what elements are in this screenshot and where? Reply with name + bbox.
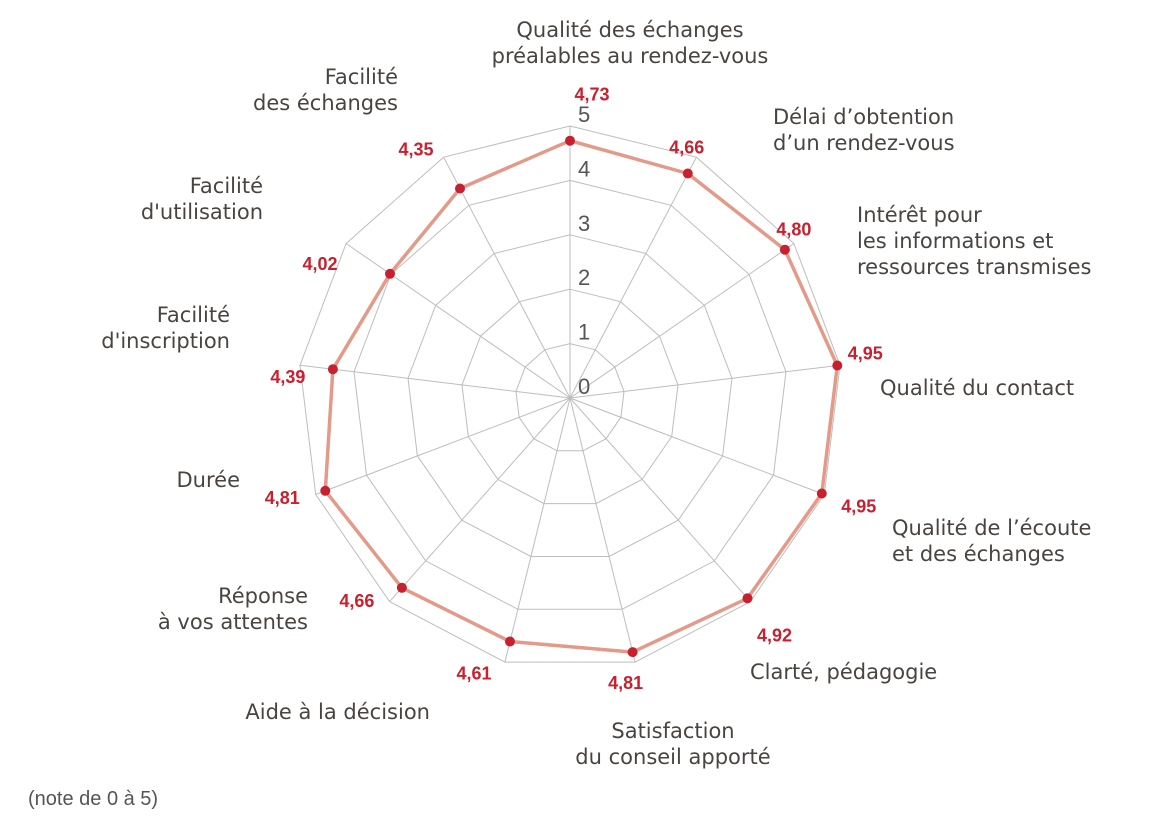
value-label-4: 4,95 xyxy=(848,344,883,364)
value-label-13: 4,35 xyxy=(398,140,433,160)
axis-label-line: Intérêt pour xyxy=(857,203,982,227)
axis-label-line: des échanges xyxy=(253,91,398,115)
grid-ring-3 xyxy=(407,234,733,557)
series-line xyxy=(323,138,840,654)
spoke-7 xyxy=(569,397,636,663)
axis-label-line: Délai d’obtention xyxy=(773,105,954,129)
value-labels: 4,73 4,66 4,80 4,95 4,95 4,92 4,81 4,61 4,66 4,81… xyxy=(265,85,883,693)
axis-label-line: et des échanges xyxy=(892,542,1065,566)
axis-label-line: préalables au rendez-vous xyxy=(492,44,769,68)
radar-series xyxy=(320,135,843,658)
value-label-7: 4,81 xyxy=(608,673,643,693)
value-label-5: 4,95 xyxy=(841,497,876,517)
axis-label-line: du conseil apporté xyxy=(575,745,770,769)
axis-label-line: Satisfaction xyxy=(611,719,734,743)
axis-label-2: Délai d’obtention d’un rendez-vous xyxy=(773,105,955,155)
data-point-5 xyxy=(816,488,827,499)
axis-label-line: Qualité des échanges xyxy=(516,18,743,42)
value-label-9: 4,66 xyxy=(339,591,374,611)
axis-label-12: Facilité d'utilisation xyxy=(141,174,263,224)
axis-label-line: Clarté, pédagogie xyxy=(750,660,937,684)
data-point-1 xyxy=(565,135,575,146)
spoke-11 xyxy=(299,364,571,399)
axis-label-5: Qualité de l’écoute et des échanges xyxy=(892,516,1091,566)
axis-label-line: d'inscription xyxy=(101,329,230,353)
value-label-1: 4,73 xyxy=(574,85,609,105)
axis-label-line: ressources transmises xyxy=(857,255,1091,279)
axis-label-1: Qualité des échanges préalables au rendez… xyxy=(492,18,769,68)
tick-label-5: 5 xyxy=(578,102,590,127)
value-label-6: 4,92 xyxy=(757,625,792,645)
axis-label-10: Durée xyxy=(177,468,241,492)
axis-label-line: Facilité xyxy=(325,65,398,89)
axis-label-9: Réponse à vos attentes xyxy=(158,584,308,634)
tick-label-0: 0 xyxy=(578,374,590,399)
radar-grid xyxy=(299,125,841,663)
data-point-10 xyxy=(320,485,331,496)
axis-label-line: Durée xyxy=(177,468,241,492)
axis-label-line: Qualité du contact xyxy=(880,376,1074,400)
spoke-8 xyxy=(504,397,571,663)
axis-label-11: Facilité d'inscription xyxy=(101,303,230,353)
data-point-7 xyxy=(627,647,638,658)
axis-label-4: Qualité du contact xyxy=(880,376,1074,400)
grid-ring-5 xyxy=(299,125,841,663)
data-point-2 xyxy=(682,168,693,179)
data-point-6 xyxy=(742,593,753,604)
spoke-9 xyxy=(389,397,571,602)
axis-label-line: Aide à la décision xyxy=(245,700,430,724)
spoke-6 xyxy=(569,397,751,602)
axis-labels: Qualité des échanges préalables au rendez… xyxy=(101,18,1091,769)
axis-label-3: Intérêt pour les informations et ressource… xyxy=(857,203,1091,279)
scale-note: (note de 0 à 5) xyxy=(28,788,159,810)
spoke-13 xyxy=(443,156,571,399)
tick-label-2: 2 xyxy=(578,265,590,290)
radial-tick-labels: 0 1 2 3 4 5 xyxy=(578,102,590,399)
axis-label-7: Satisfaction du conseil apporté xyxy=(575,719,770,769)
axis-label-line: les informations et xyxy=(857,229,1053,253)
axis-label-line: Facilité xyxy=(157,303,230,327)
value-label-8: 4,61 xyxy=(456,664,491,684)
spoke-12 xyxy=(345,243,571,399)
spoke-4 xyxy=(569,364,841,399)
data-point-4 xyxy=(832,360,843,371)
grid-ring-4 xyxy=(353,179,787,610)
spoke-10 xyxy=(315,397,571,495)
axis-label-line: d’un rendez-vous xyxy=(773,131,955,155)
axis-label-line: d'utilisation xyxy=(141,200,263,224)
grid-ring-2 xyxy=(461,288,679,505)
data-point-9 xyxy=(396,582,407,593)
axis-label-13: Facilité des échanges xyxy=(253,65,398,115)
value-label-2: 4,66 xyxy=(669,138,704,158)
axis-label-6: Clarté, pédagogie xyxy=(750,660,937,684)
spoke-2 xyxy=(569,156,697,399)
data-point-12 xyxy=(385,268,395,279)
data-point-8 xyxy=(505,636,515,647)
value-label-10: 4,81 xyxy=(265,488,300,508)
spoke-5 xyxy=(569,397,825,495)
tick-label-4: 4 xyxy=(578,156,590,181)
axis-label-line: Réponse xyxy=(218,584,308,608)
tick-label-1: 1 xyxy=(578,320,590,345)
data-point-3 xyxy=(779,244,790,255)
value-label-3: 4,80 xyxy=(776,220,811,240)
axis-label-8: Aide à la décision xyxy=(245,700,430,724)
axis-label-line: Facilité xyxy=(190,174,263,198)
axis-label-line: Qualité de l’écoute xyxy=(892,516,1091,540)
axis-label-line: à vos attentes xyxy=(158,610,308,634)
data-point-11 xyxy=(327,364,338,375)
value-label-11: 4,39 xyxy=(270,367,305,387)
tick-label-3: 3 xyxy=(578,211,590,236)
data-point-13 xyxy=(455,183,465,194)
value-label-12: 4,02 xyxy=(302,254,337,274)
grid-ring-1 xyxy=(515,343,625,452)
spoke-3 xyxy=(569,243,795,399)
